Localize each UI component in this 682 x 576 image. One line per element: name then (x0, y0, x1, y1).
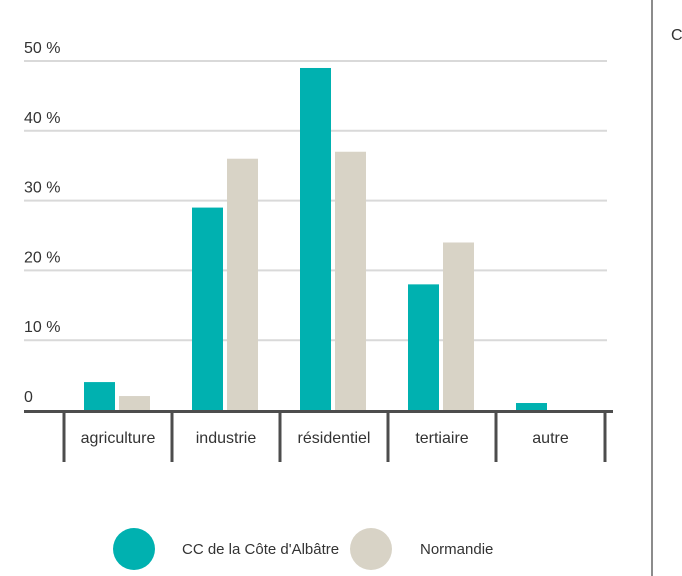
y-tick-label: 50 % (24, 40, 60, 57)
bar-tertiaire-normandie (443, 242, 474, 410)
legend-swatch-cc (113, 528, 155, 570)
x-tick-label-résidentiel: résidentiel (298, 430, 371, 447)
bar-industrie-cc (192, 207, 223, 410)
side-label: C (671, 27, 682, 44)
y-tick-label: 40 % (24, 110, 60, 127)
x-axis-categories: agriculture industrie résidentiel tertiaire… (62, 410, 607, 462)
y-axis-ticks: 0 10 % 20 % 30 % 40 % 50 % (24, 40, 60, 406)
y-tick-label: 0 (24, 389, 33, 406)
x-tick-label-tertiaire: tertiaire (415, 430, 468, 447)
y-tick-label: 10 % (24, 319, 60, 336)
y-tick-label: 20 % (24, 249, 60, 266)
y-tick-label: 30 % (24, 180, 60, 197)
legend-label-normandie: Normandie (420, 541, 493, 558)
bar-tertiaire-cc (408, 284, 439, 410)
x-tick-label-industrie: industrie (196, 430, 257, 447)
x-tick-label-autre: autre (532, 430, 569, 447)
bar-agriculture-normandie (119, 396, 150, 410)
bar-industrie-normandie (227, 158, 258, 410)
bar-agriculture-cc (84, 382, 115, 410)
legend-label-cc: CC de la Côte d'Albâtre (182, 541, 339, 558)
bars (84, 67, 547, 411)
bar-autre-cc (516, 403, 547, 410)
legend-swatch-normandie (350, 528, 392, 570)
x-tick-label-agriculture: agriculture (81, 430, 156, 447)
bar-résidentiel-cc (300, 67, 331, 410)
bar-résidentiel-normandie (335, 151, 366, 411)
legend: CC de la Côte d'Albâtre Normandie (113, 528, 493, 570)
